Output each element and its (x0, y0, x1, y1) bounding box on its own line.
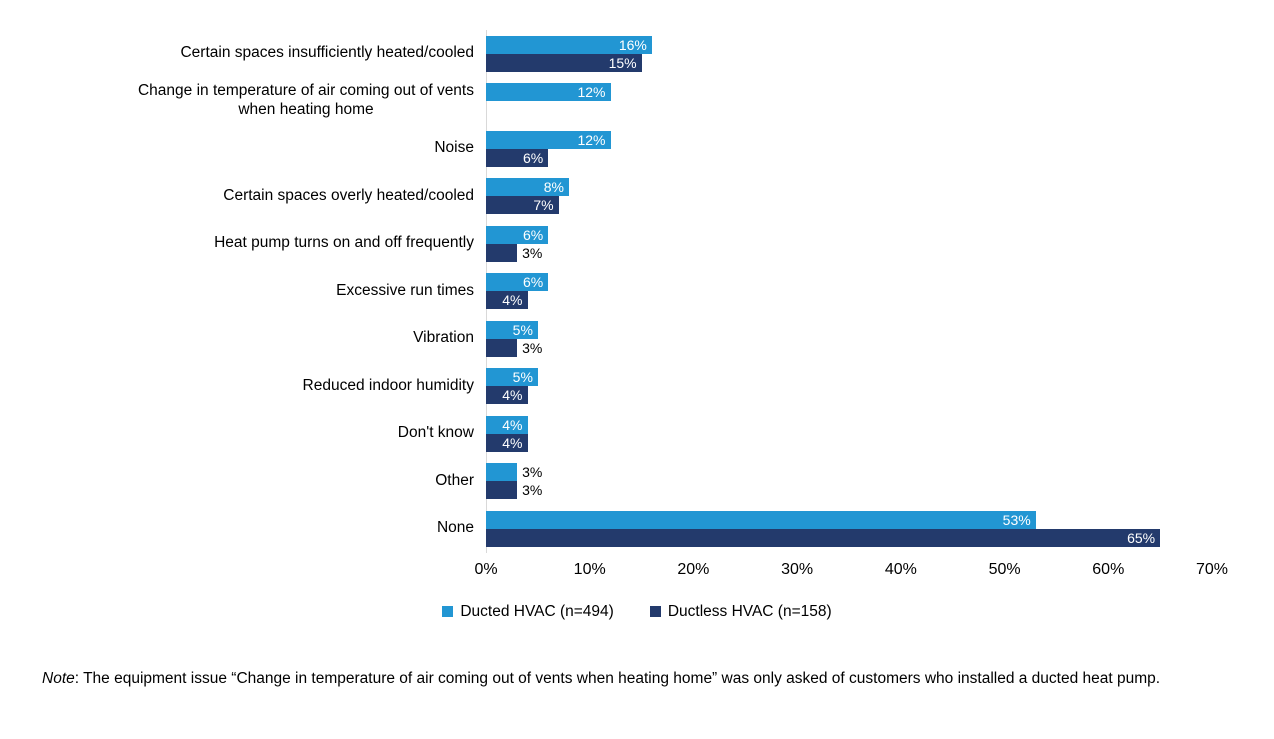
legend-label-ducted: Ducted HVAC (n=494) (460, 602, 614, 620)
category-row: None 53% 65% (0, 505, 1274, 553)
legend-item-ducted: Ducted HVAC (n=494) (442, 603, 614, 621)
x-axis-tick: 60% (1092, 560, 1125, 578)
bar-ductless: 4% (486, 291, 528, 310)
x-axis-tick: 10% (573, 560, 606, 578)
bar-ductless: 15% (486, 53, 642, 72)
bar-ducted: 12% (486, 130, 611, 149)
category-row: Noise 12% 6% (0, 125, 1274, 173)
bar-value-label: 53% (1002, 511, 1031, 528)
bar-value-label: 5% (512, 369, 533, 386)
category-row: Vibration 5% 3% (0, 315, 1274, 363)
bar-ductless: 4% (486, 386, 528, 405)
x-axis-tick: 40% (884, 560, 917, 578)
bar-ductless: 3% (486, 243, 542, 262)
bar-ductless: 65% (486, 528, 1161, 547)
bar-value-label: 8% (543, 179, 564, 196)
bar-value-label: 12% (577, 84, 606, 101)
bar-ductless: 6% (486, 148, 549, 167)
bar-ducted: 8% (486, 178, 569, 197)
category-row: Certain spaces overly heated/cooled 8% 7% (0, 173, 1274, 221)
bar-value-label: 12% (577, 131, 606, 148)
bar-value-label: 6% (522, 274, 544, 291)
legend-item-ductless: Ductless HVAC (n=158) (649, 602, 832, 621)
bar-value-label: 4% (502, 434, 523, 451)
category-row: Excessive run times 6% 4% (0, 268, 1274, 316)
category-label: Certain spaces overly heated/cooled (223, 186, 474, 204)
bar-ducted: 4% (486, 415, 528, 434)
bar-value-label: 7% (533, 197, 554, 214)
bar-ducted: 16% (486, 35, 652, 54)
category-row: Change in temperature of air coming out … (0, 78, 1274, 126)
bar-value-label: 65% (1127, 529, 1156, 546)
category-label: Certain spaces insufficiently heated/coo… (180, 44, 474, 62)
x-axis-tick: 70% (1195, 560, 1229, 578)
note-prefix: Note (42, 669, 75, 687)
bar-value-label: 4% (502, 292, 523, 309)
legend-swatch-ductless (649, 606, 661, 617)
category-label: Other (435, 471, 474, 489)
bar-value-label: 5% (512, 321, 533, 338)
x-axis-tick: 0% (474, 560, 498, 578)
x-axis: 0% 10% 20% 30% 40% 50% 60% 70% (474, 553, 1274, 581)
bar-value-label: 3% (522, 482, 543, 499)
bar-value-label: 3% (522, 339, 543, 356)
bar-ductless: 4% (486, 433, 528, 452)
category-label: Noise (434, 139, 474, 157)
note: Note: The equipment issue “Change in tem… (42, 668, 1240, 690)
bar-ducted: 5% (486, 320, 538, 339)
bar-ductless: 3% (486, 338, 542, 357)
category-label: Excessive run times (336, 281, 474, 299)
x-axis-tick: 50% (988, 560, 1021, 578)
category-row: Don't know 4% 4% (0, 410, 1274, 458)
x-axis-tick: 20% (677, 560, 710, 578)
legend-swatch-ducted (442, 606, 454, 617)
x-axis-tick: 30% (781, 560, 814, 578)
bar-value-label: 3% (522, 464, 543, 481)
category-row: Certain spaces insufficiently heated/coo… (0, 30, 1274, 78)
bar-ducted: 12% (486, 83, 611, 102)
bar-ducted: 3% (486, 463, 542, 482)
bar-value-label: 6% (522, 149, 544, 166)
bar-ducted: 6% (486, 273, 549, 292)
legend: Ducted HVAC (n=494) Ductless HVAC (n=158… (0, 603, 1274, 621)
category-row: Heat pump turns on and off frequently 6% 3… (0, 220, 1274, 268)
legend-label-ductless: Ductless HVAC (n=158) (667, 602, 832, 620)
category-label: Change in temperature of air coming out … (137, 82, 474, 119)
bar-ducted: 6% (486, 225, 549, 244)
note-body: : The equipment issue “Change in tempera… (74, 669, 1161, 687)
bar-ducted: 5% (486, 368, 538, 387)
category-label: Reduced indoor humidity (302, 376, 474, 394)
bar-value-label: 15% (608, 54, 637, 71)
category-row: Other 3% 3% (0, 458, 1274, 506)
bar-value-label: 3% (522, 244, 543, 261)
category-label: None (436, 519, 474, 537)
hvac-issues-bar-chart: Certain spaces insufficiently heated/coo… (0, 30, 1274, 621)
bar-ductless: 7% (486, 196, 559, 215)
chart-rows: Certain spaces insufficiently heated/coo… (0, 30, 1274, 553)
bar-value-label: 4% (502, 387, 523, 404)
category-label: Heat pump turns on and off frequently (214, 234, 474, 252)
bar-ductless: 3% (486, 481, 542, 500)
bar-value-label: 4% (502, 416, 523, 433)
bar-value-label: 16% (618, 36, 647, 53)
bar-value-label: 6% (522, 226, 544, 243)
category-row: Reduced indoor humidity 5% 4% (0, 363, 1274, 411)
bar-ducted: 53% (486, 510, 1036, 529)
category-label: Vibration (413, 329, 474, 347)
category-label: Don't know (397, 424, 474, 442)
